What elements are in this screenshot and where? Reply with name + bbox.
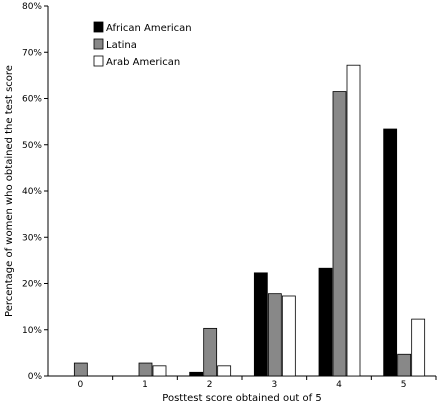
- y-tick-label: 60%: [22, 95, 42, 105]
- bar-arab-american-2: [217, 365, 232, 377]
- y-tick-label: 70%: [22, 48, 42, 58]
- bar-african-american-4: [318, 267, 333, 377]
- bar-latina-1: [138, 362, 153, 377]
- bar-latina-0: [73, 362, 88, 377]
- bars: [73, 64, 426, 377]
- legend-swatch: [93, 21, 104, 33]
- y-tick-label: 50%: [22, 141, 42, 151]
- bar-arab-american-5: [411, 318, 426, 377]
- x-tick-label: 0: [77, 380, 83, 390]
- bar-african-american-5: [383, 128, 398, 377]
- legend-label: Arab American: [106, 57, 180, 68]
- y-tick-label: 80%: [22, 2, 42, 12]
- x-tick-label: 1: [142, 380, 148, 390]
- bar-latina-2: [203, 327, 218, 377]
- bar-african-american-2: [189, 371, 204, 377]
- bar-latina-3: [267, 293, 282, 377]
- legend: African American Latina Arab American: [93, 21, 192, 68]
- legend-swatch: [93, 55, 104, 67]
- y-ticks: 0% 10% 20% 30% 40% 50% 60% 70% 80%: [22, 2, 48, 382]
- bar-arab-american-1: [152, 365, 167, 377]
- x-tick-label: 5: [401, 380, 407, 390]
- legend-label: African American: [106, 23, 192, 34]
- legend-label: Latina: [106, 40, 137, 51]
- y-tick-label: 30%: [22, 233, 42, 243]
- x-tick-label: 4: [336, 380, 342, 390]
- bar-latina-5: [397, 353, 412, 377]
- y-tick-label: 40%: [22, 187, 42, 197]
- y-tick-label: 20%: [22, 280, 42, 290]
- bar-arab-american-3: [281, 295, 296, 377]
- x-axis-label: Posttest score obtained out of 5: [162, 393, 321, 404]
- legend-swatch: [93, 38, 104, 50]
- bar-latina-4: [332, 91, 347, 377]
- y-axis-label: Percentage of women who obtained the tes…: [4, 65, 15, 317]
- x-ticks: 0 1 2 3 4 5: [77, 376, 437, 390]
- x-tick-label: 2: [207, 380, 213, 390]
- x-tick-label: 3: [271, 380, 277, 390]
- bar-arab-american-4: [346, 64, 361, 377]
- y-tick-label: 10%: [22, 326, 42, 336]
- y-tick-label: 0%: [28, 372, 43, 382]
- bar-african-american-3: [253, 272, 268, 377]
